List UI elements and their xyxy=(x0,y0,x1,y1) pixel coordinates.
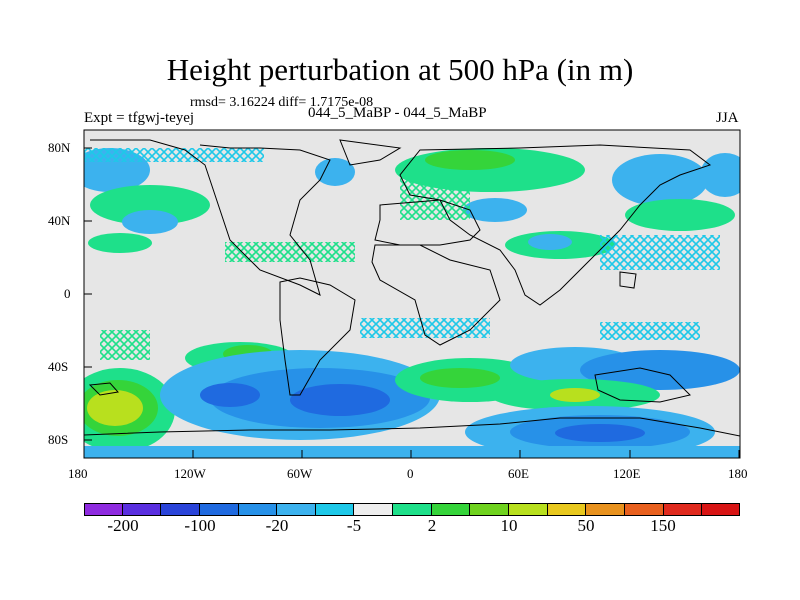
colorbar-swatch xyxy=(702,503,740,516)
anomaly-pos xyxy=(425,150,515,170)
hatched-region xyxy=(600,322,700,340)
anomaly-neg xyxy=(122,210,178,234)
hatched-region xyxy=(84,148,264,162)
x-tick-label: 0 xyxy=(407,466,414,481)
x-tick-label: 180 xyxy=(68,466,88,481)
colorbar-label: -100 xyxy=(184,516,216,535)
anomaly-neg xyxy=(463,198,527,222)
anomaly-pos xyxy=(420,368,500,388)
colorbar-swatch xyxy=(315,503,355,516)
y-tick-label: 0 xyxy=(64,286,71,301)
x-tick-label: 120W xyxy=(174,466,206,481)
anomaly-pos xyxy=(550,388,600,402)
colorbar-label: 50 xyxy=(577,516,595,535)
anomaly-neg xyxy=(315,158,355,186)
colorbar-label: -20 xyxy=(265,516,289,535)
hatched-region xyxy=(400,175,470,220)
anomaly-neg xyxy=(555,424,645,442)
colorbar-swatch xyxy=(586,503,625,516)
comparison-label: 044_5_MaBP - 044_5_MaBP xyxy=(308,105,487,121)
colorbar-swatch xyxy=(84,503,123,516)
axis-ticks xyxy=(83,147,740,458)
hatched-region xyxy=(100,330,150,360)
colorbar-swatch xyxy=(470,503,510,516)
anomaly-neg xyxy=(84,446,740,458)
y-tick-label: 40S xyxy=(48,359,69,374)
colorbar-swatch xyxy=(161,503,200,516)
anomaly-pos xyxy=(625,199,735,231)
anomaly-neg xyxy=(200,383,260,407)
y-tick-label: 80S xyxy=(48,432,69,447)
colorbar-label: 2 xyxy=(427,516,437,535)
hatched-region xyxy=(360,318,490,338)
anomaly-pos xyxy=(90,185,210,225)
experiment-label: Expt = tfgwj-teyej xyxy=(84,110,195,126)
colorbar-swatch xyxy=(624,503,664,516)
colorbar-swatch xyxy=(509,503,548,516)
anomaly-neg xyxy=(290,384,390,416)
anomaly-neg xyxy=(580,350,740,390)
colorbar-swatch xyxy=(238,503,278,516)
colorbar-swatch xyxy=(547,503,587,516)
colorbar-swatch xyxy=(431,503,471,516)
anomaly-neg xyxy=(700,153,740,197)
x-tick-label: 120E xyxy=(613,466,641,481)
plot-title: Height perturbation at 500 hPa (in m) xyxy=(166,52,634,87)
colorbar-label: -5 xyxy=(346,516,362,535)
colorbar-swatch xyxy=(663,503,703,516)
colorbar-label: -200 xyxy=(107,516,139,535)
colorbar-swatch xyxy=(393,503,432,516)
stats-line: rmsd= 3.16224 diff= 1.7175e-08 xyxy=(190,95,374,110)
colorbar-swatch xyxy=(199,503,239,516)
anomaly-neg xyxy=(528,234,572,250)
colorbar-swatch xyxy=(277,503,316,516)
anomaly-pos xyxy=(87,390,143,426)
colorbar-label: 150 xyxy=(650,516,676,535)
hatched-region xyxy=(600,235,720,270)
colorbar-swatch xyxy=(354,503,394,516)
x-tick-label: 60E xyxy=(508,466,529,481)
y-tick-label: 40N xyxy=(48,213,71,228)
contour-fields xyxy=(84,130,740,458)
colorbar-label: 10 xyxy=(500,516,518,535)
colorbar xyxy=(84,503,740,516)
season-label: JJA xyxy=(716,110,739,126)
y-tick-label: 80N xyxy=(48,140,71,155)
anomaly-neg xyxy=(612,154,708,206)
x-tick-label: 60W xyxy=(287,466,313,481)
colorbar-swatch xyxy=(122,503,162,516)
anomaly-pos xyxy=(88,233,152,253)
x-tick-label: 180 xyxy=(728,466,748,481)
coastlines xyxy=(84,139,740,437)
hatched-region xyxy=(225,242,355,262)
